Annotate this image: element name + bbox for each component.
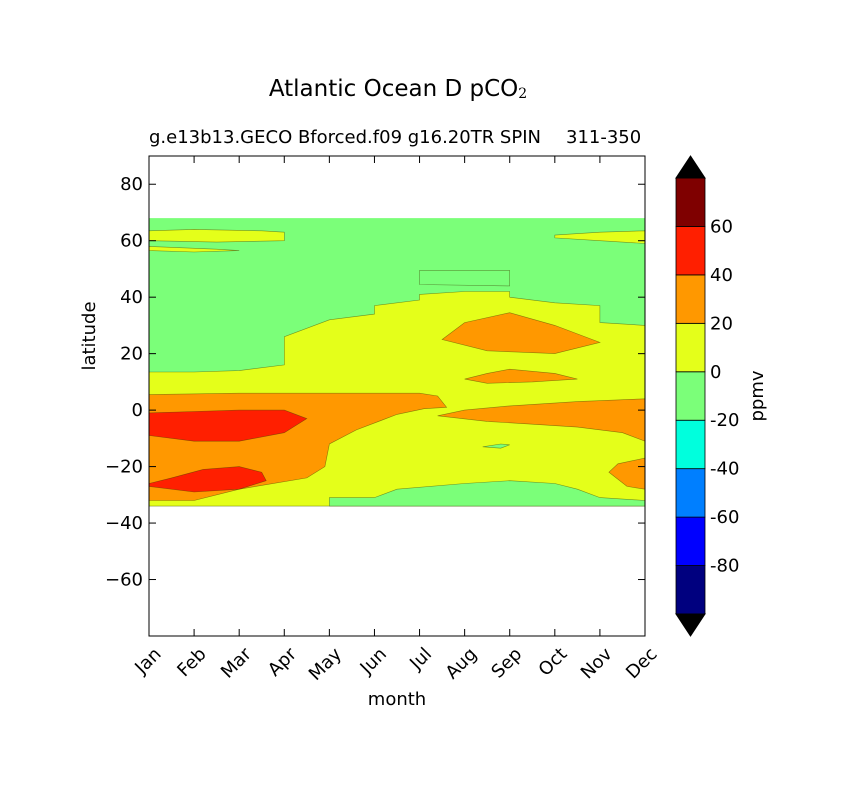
y-tick-label: 20 [120,344,143,365]
y-tick-label: 60 [120,231,143,252]
title-subscript: 2 [518,86,528,102]
contour-south-right-20-40 [608,457,645,490]
chart-title: Atlantic Ocean D pCO2 [0,76,796,102]
colorbar-tick-label: 60 [710,216,733,237]
colorbar-tick-label: -60 [710,507,739,528]
colorbar-tick-label: -80 [710,556,739,577]
plot-area [149,218,645,507]
colorbar-extend-top [675,155,706,179]
colorbar-segment [675,226,706,276]
contour-south-cold-0-to-minus20 [329,480,645,507]
contour-tiny-cold-0-to-minus20 [482,443,510,449]
x-tick-label: Oct [535,644,572,681]
colorbar-tick-label: 20 [710,313,733,334]
colorbar-extend-bottom [675,613,706,637]
y-tick-label: −60 [105,570,143,591]
x-tick-label: Jun [356,644,391,679]
x-tick-label: Dec [622,644,661,683]
x-axis-label: month [368,689,426,710]
colorbar-segment [675,516,706,566]
colorbar-segment [675,565,706,615]
colorbar-segment [675,468,706,518]
contour-north-band-0-20 [149,229,285,243]
plot-frame [148,155,646,637]
contour-north-small-band-0-20 [149,246,240,253]
colorbar-tick-label: 0 [710,362,721,383]
contour-subtrop-streak-20-40 [464,368,578,384]
y-tick-label: 0 [132,400,143,421]
colorbar-label: ppmv [747,370,768,421]
colorbar-tick-label: 40 [710,265,733,286]
x-tick-label: Nov [577,643,617,683]
x-tick-label: Sep [487,644,526,683]
colorbar-tick-label: -20 [710,410,739,431]
colorbar-segment [675,419,706,470]
colorbar-segment [675,322,706,373]
contour-north-right-band-0-20 [554,230,645,244]
x-tick-label: Jan [130,644,165,679]
x-tick-label: Feb [173,644,210,681]
chart-subtitle-left: g.e13b13.GECO Bforced.f09 g16.20TR SPIN [149,127,541,148]
y-axis-label: latitude [79,301,100,370]
colorbar-tick-label: -40 [710,459,739,480]
chart-subtitle-right: 311-350 [566,127,642,148]
y-tick-label: 80 [120,174,143,195]
x-tick-label: Aug [442,644,482,684]
y-tick-label: −20 [105,457,143,478]
colorbar-segment [675,371,706,421]
colorbar-segment [675,177,706,227]
colorbar-segment [675,274,706,324]
contour-south-west-40-60 [149,466,267,493]
y-tick-label: 40 [120,287,143,308]
contour-group [149,218,645,507]
contour-west-equator-40-60 [149,409,308,442]
contour-subtrop-patch-20-40 [441,312,601,354]
colorbar: 60 40 20 0 -20 -40 -60 -80 ppmv [675,155,768,637]
title-text: Atlantic Ocean D pCO [268,76,519,102]
contour-north-cold-0-to-minus20 [419,270,511,287]
x-tick-label: May [305,643,346,684]
x-tick-label: Mar [217,643,256,682]
y-tick-label: −40 [105,513,143,534]
x-tick-label: Apr [264,643,301,680]
x-tick-label: Jul [405,644,436,675]
contour-equatorial-right-20-40 [437,398,645,442]
